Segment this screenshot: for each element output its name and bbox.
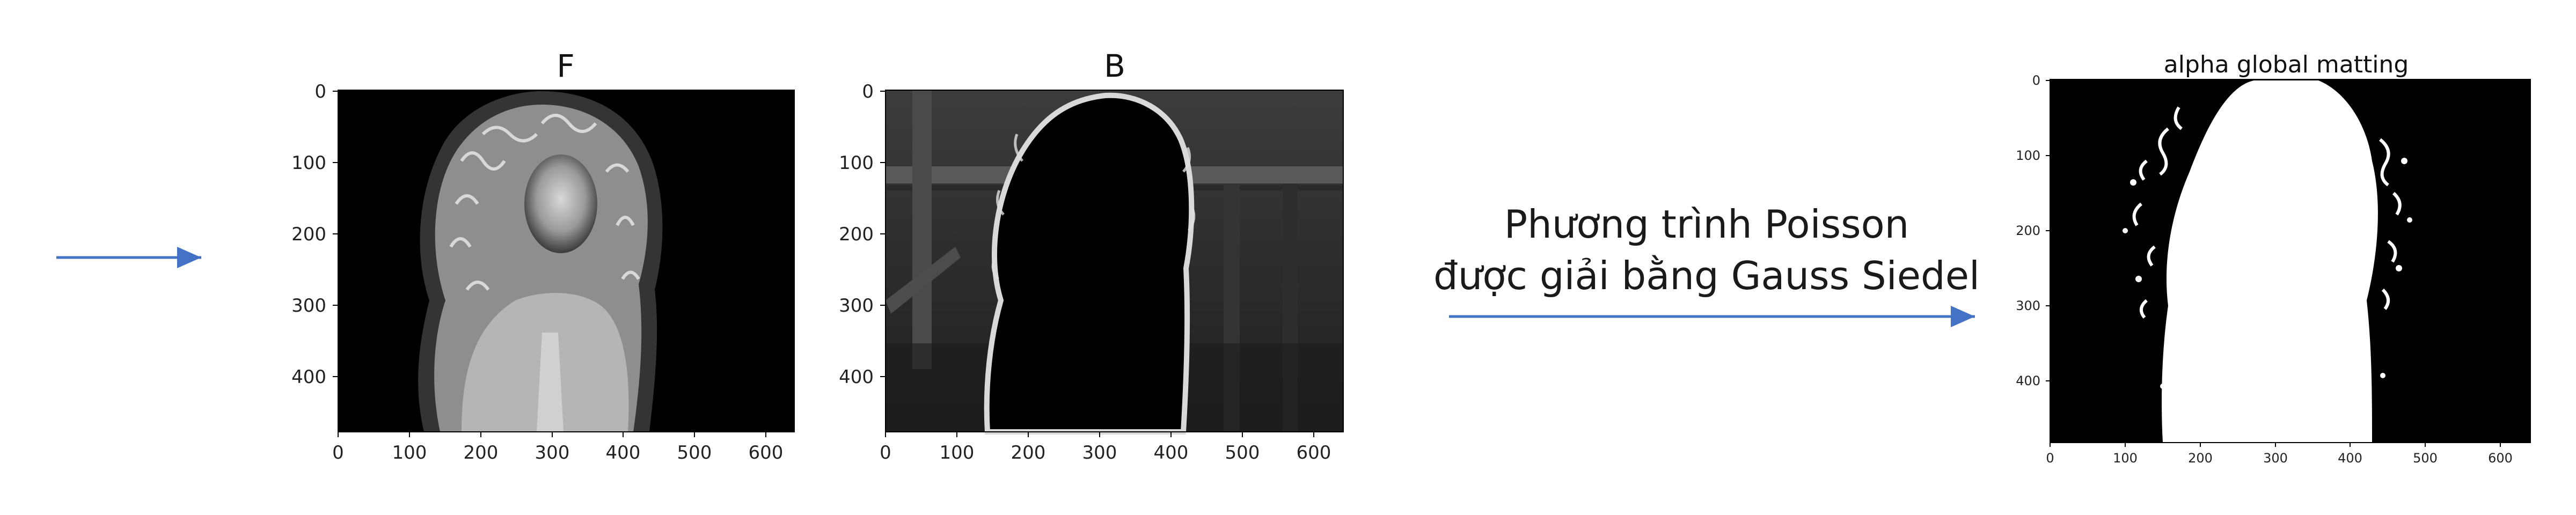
- x-tick-label: 0: [2046, 451, 2054, 466]
- y-tick-label: 100: [839, 152, 874, 174]
- caption-line-2: được giải bằng Gauss Siedel: [1433, 253, 1980, 298]
- x-tick-label: 400: [1154, 442, 1189, 464]
- y-tick-label: 400: [839, 366, 874, 388]
- x-axis: 0 100 200 300 400 500 600: [332, 432, 783, 464]
- y-tick-label: 400: [291, 366, 326, 388]
- x-tick-label: 400: [606, 442, 641, 464]
- x-tick-label: 600: [1297, 442, 1331, 464]
- x-tick-label: 500: [2413, 451, 2438, 466]
- x-tick-label: 0: [880, 442, 891, 464]
- y-tick-label: 0: [2032, 73, 2040, 88]
- y-tick-label: 200: [2016, 223, 2040, 238]
- y-tick-label: 0: [862, 81, 874, 102]
- y-tick-label: 100: [2016, 148, 2040, 163]
- x-tick-label: 100: [940, 442, 975, 464]
- y-tick-label: 200: [291, 224, 326, 245]
- y-tick-label: 300: [839, 295, 874, 317]
- x-tick-label: 600: [2488, 451, 2513, 466]
- x-tick-label: 200: [1011, 442, 1046, 464]
- axis-frame: [885, 90, 1344, 432]
- y-axis: 0 100 200 300 400: [2016, 73, 2050, 388]
- panel-b: B: [839, 48, 1344, 464]
- x-tick-label: 500: [677, 442, 712, 464]
- x-axis: 0 100 200 300 400 500 600: [880, 432, 1331, 464]
- y-axis: 0 100 200 300 400: [291, 81, 338, 388]
- x-tick-label: 500: [1225, 442, 1260, 464]
- process-caption: Phương trình Poisson được giải bằng Gaus…: [1374, 198, 2039, 301]
- y-tick-label: 400: [2016, 373, 2040, 388]
- x-tick-label: 300: [1082, 442, 1117, 464]
- panel-title: F: [557, 48, 574, 84]
- panel-f: F: [291, 48, 795, 464]
- x-tick-label: 100: [392, 442, 427, 464]
- y-tick-label: 0: [314, 81, 326, 102]
- x-tick-label: 300: [535, 442, 570, 464]
- panel-title: B: [1104, 48, 1125, 84]
- x-tick-label: 400: [2338, 451, 2362, 466]
- x-tick-label: 100: [2113, 451, 2138, 466]
- x-axis: 0 100 200 300 400 500 600: [2046, 443, 2513, 466]
- axis-frame: [2050, 79, 2531, 443]
- x-tick-label: 200: [464, 442, 499, 464]
- y-tick-label: 300: [2016, 298, 2040, 313]
- panel-image: [2050, 79, 2530, 443]
- y-tick-label: 100: [291, 152, 326, 174]
- caption-line-1: Phương trình Poisson: [1504, 202, 1909, 247]
- y-tick-label: 300: [291, 295, 326, 317]
- axis-frame: [338, 90, 795, 432]
- panel-title: alpha global matting: [2164, 51, 2409, 78]
- panel-image: [885, 90, 1343, 435]
- y-axis: 0 100 200 300 400: [839, 81, 885, 388]
- y-tick-label: 200: [839, 224, 874, 245]
- panel-alpha: alpha global matting: [2016, 51, 2531, 466]
- x-tick-label: 600: [749, 442, 784, 464]
- x-tick-label: 300: [2263, 451, 2288, 466]
- x-tick-label: 200: [2188, 451, 2213, 466]
- panel-image: [338, 90, 794, 432]
- x-tick-label: 0: [332, 442, 344, 464]
